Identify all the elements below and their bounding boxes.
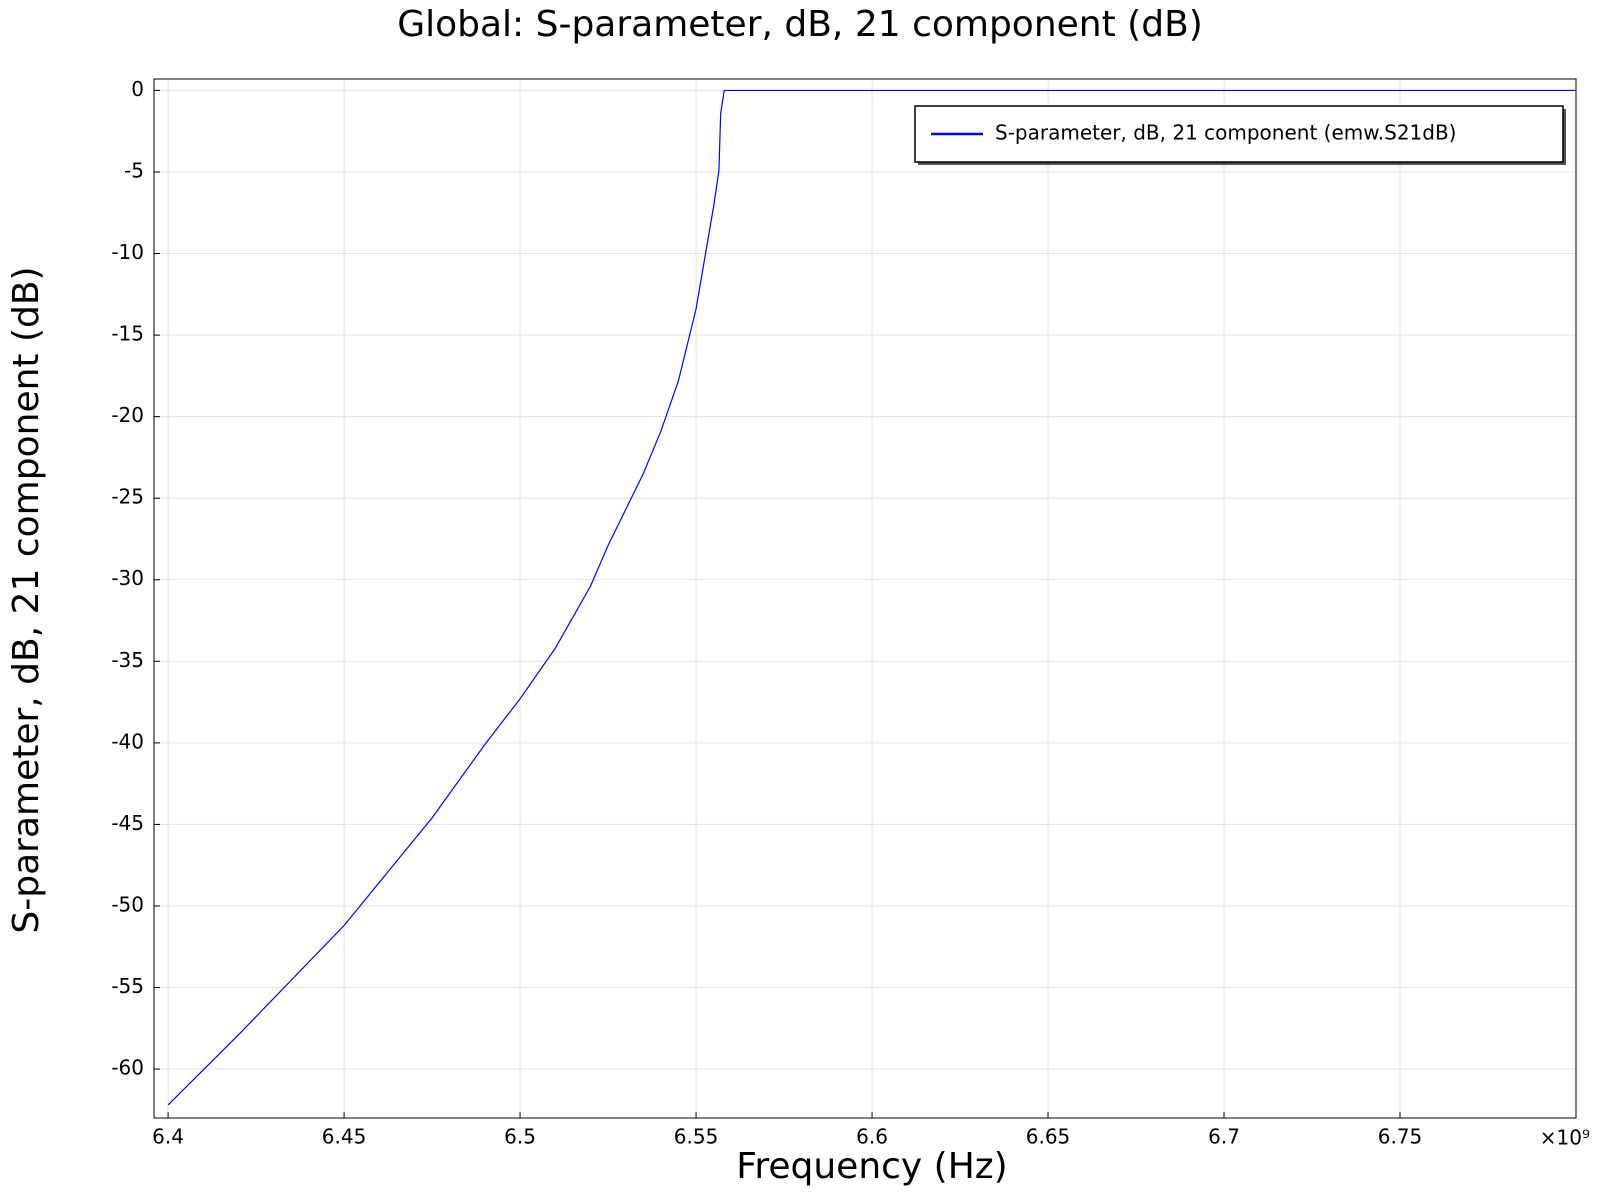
y-tick-label: -30 — [111, 566, 144, 590]
x-multiplier: ×10⁹ — [1540, 1126, 1590, 1150]
y-tick-label: -45 — [111, 811, 144, 835]
x-tick-label: 6.4 — [152, 1125, 184, 1149]
x-tick-label: 6.5 — [504, 1125, 536, 1149]
x-tick-label: 6.6 — [856, 1125, 888, 1149]
y-tick-label: -55 — [111, 974, 144, 998]
x-tick-label: 6.45 — [322, 1125, 367, 1149]
y-tick-label: -25 — [111, 485, 144, 509]
data-line — [167, 89, 1576, 1106]
x-tick-label: 6.75 — [1378, 1125, 1423, 1149]
y-tick-label: -10 — [111, 240, 144, 264]
y-tick-label: -50 — [111, 892, 144, 916]
plot-frame — [153, 78, 1577, 1119]
y-axis-label: S-parameter, dB, 21 component (dB) — [6, 266, 47, 933]
x-tick-label: 6.65 — [1026, 1125, 1071, 1149]
y-tick-label: -60 — [111, 1056, 144, 1080]
y-tick-label: -5 — [124, 158, 144, 182]
x-tick-label: 6.7 — [1208, 1125, 1240, 1149]
y-tick-label: -35 — [111, 648, 144, 672]
y-tick-label: 0 — [131, 77, 144, 101]
legend-label: S-parameter, dB, 21 component (emw.S21dB… — [995, 121, 1456, 145]
chart-title: Global: S-parameter, dB, 21 component (d… — [397, 4, 1203, 45]
y-tick-label: -20 — [111, 403, 144, 427]
plot-area — [154, 79, 1576, 1118]
x-tick-label: 6.55 — [674, 1125, 719, 1149]
y-tick-label: -40 — [111, 729, 144, 753]
y-tick-label: -15 — [111, 322, 144, 346]
x-axis-label: Frequency (Hz) — [736, 1146, 1007, 1187]
legend-box — [914, 105, 1564, 163]
